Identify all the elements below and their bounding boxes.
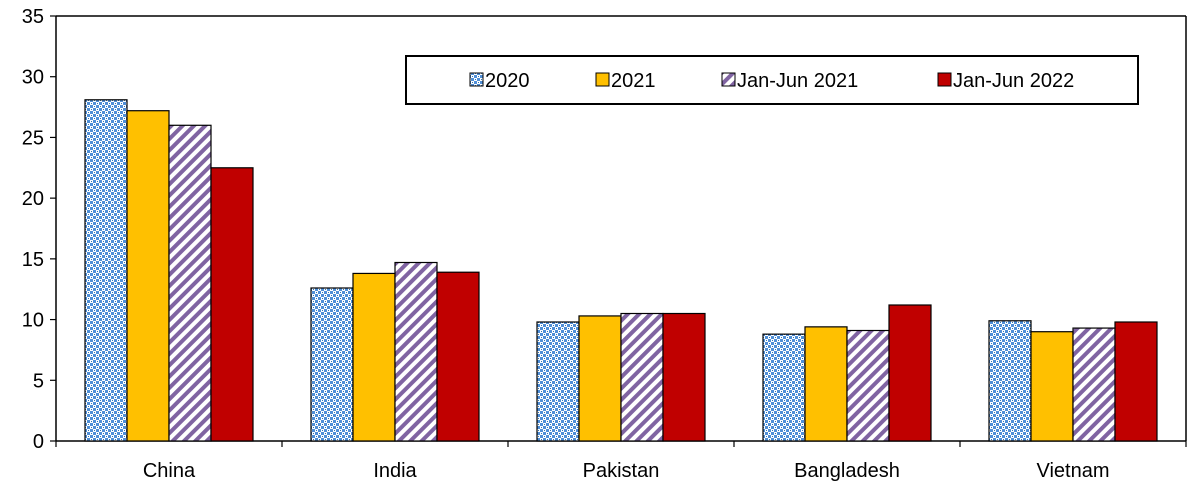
bar [988, 320, 1032, 442]
bar [1114, 321, 1158, 442]
y-tick-label: 5 [33, 370, 44, 392]
y-tick-label: 15 [22, 249, 44, 271]
legend-swatch [721, 72, 736, 87]
y-tick-label: 35 [22, 6, 44, 28]
bar [762, 333, 806, 442]
bar [310, 287, 354, 442]
bar [168, 124, 212, 442]
legend-swatch [595, 72, 610, 87]
legend-label: 2020 [485, 70, 530, 92]
bar [536, 321, 580, 442]
bar [578, 315, 622, 442]
bar [888, 304, 932, 442]
bar [1072, 327, 1116, 442]
y-tick-label: 30 [22, 67, 44, 89]
x-category-label: Vietnam [1036, 460, 1109, 482]
bar [210, 167, 254, 442]
chart-legend: 2020 2021 Jan-Jun 2021 Jan-Jun 2022 [405, 55, 1139, 105]
x-category-label: China [143, 460, 196, 482]
bar [620, 312, 664, 442]
x-category-label: Bangladesh [794, 460, 900, 482]
y-tick-label: 20 [22, 188, 44, 210]
bar [352, 272, 396, 442]
x-category-label: Pakistan [583, 460, 660, 482]
y-tick-label: 0 [33, 431, 44, 453]
legend-label: 2021 [611, 70, 656, 92]
bar [1030, 331, 1074, 442]
legend-swatch [937, 72, 952, 87]
legend-label: Jan-Jun 2022 [953, 70, 1074, 92]
bar [436, 271, 480, 442]
bar [662, 312, 706, 442]
bar [394, 261, 438, 442]
y-tick-label: 25 [22, 127, 44, 149]
bar [846, 329, 890, 442]
bars-group [84, 99, 1158, 442]
legend-swatch [469, 72, 484, 87]
bar [84, 99, 128, 442]
legend-box [405, 55, 1139, 105]
chart-axes: 0 5 10 15 20 25 30 35 China India Pakistan Banglade… [22, 6, 1187, 482]
legend-label: Jan-Jun 2021 [737, 70, 858, 92]
bar [126, 110, 170, 442]
x-category-label: India [373, 460, 417, 482]
y-tick-label: 10 [22, 310, 44, 332]
bar [804, 326, 848, 442]
